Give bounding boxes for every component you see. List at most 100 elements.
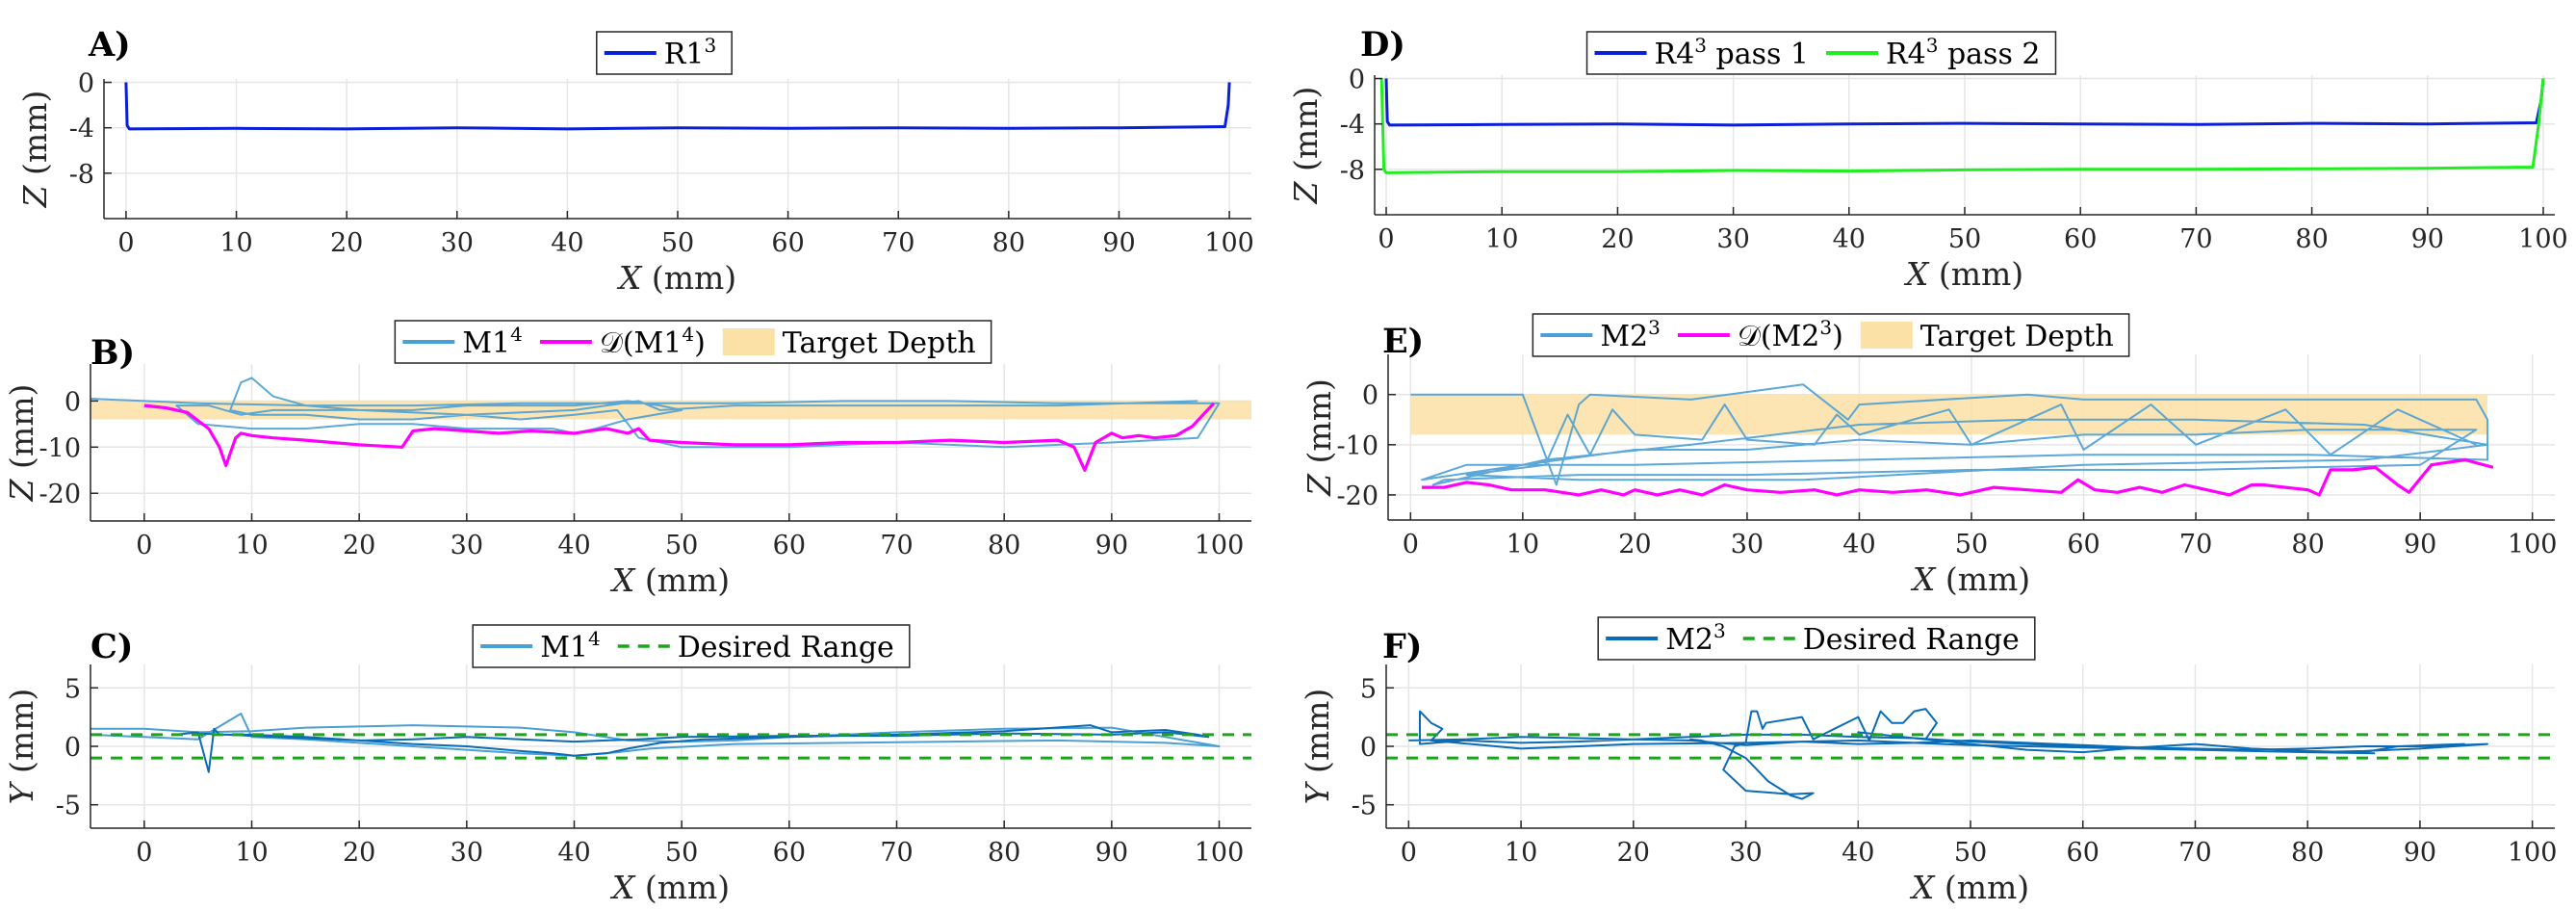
x-tick-label: 70 [2179,224,2212,254]
y-tick-label: 0 [1362,381,1378,411]
x-tick-label: 30 [1731,530,1764,560]
y-tick-label: 0 [78,69,94,99]
x-tick-label: 30 [1729,838,1762,868]
series-line [1408,710,2488,755]
y-tick-label: 0 [64,733,81,763]
y-tick-label: 5 [64,674,81,704]
x-tick-label: 40 [1842,530,1875,560]
x-tick-label: 90 [1095,838,1128,868]
x-tick-label: 60 [773,531,806,560]
legend-text: 𝒟(M2 [1738,320,1819,353]
plot-area [1379,78,2545,174]
x-tick-label: 10 [219,228,252,258]
x-tick-label: 50 [1955,530,1988,560]
x-tick-label: 90 [1102,228,1135,258]
legend-label: Target Depth [1920,320,2114,353]
x-axis-unit: (mm) [1934,869,2029,906]
x-tick-label: 60 [771,228,804,258]
legend-item: M23 [1606,619,1726,657]
panel-label: C) [90,627,133,666]
x-tick-label: 50 [665,838,698,868]
y-axis-unit: (mm) [1301,378,1338,474]
x-tick-label: 50 [1948,224,1981,254]
x-tick-label: 80 [988,531,1020,560]
legend-text: M1 [540,631,588,664]
x-tick-label: 80 [2295,224,2328,254]
x-tick-label: 100 [1204,228,1254,258]
y-tick-label: -8 [1340,156,1365,186]
legend-sup: 4 [510,323,523,346]
legend-sup: 3 [704,34,716,57]
x-axis-unit: (mm) [641,259,736,297]
legend-item: Desired Range [617,631,894,664]
legend-text: Desired Range [678,631,894,664]
y-tick-label: -5 [56,792,81,821]
x-tick-label: 30 [451,531,483,560]
x-tick-label: 50 [661,228,694,258]
legend-suffix: ) [1832,320,1843,353]
legend-label: R43 pass 2 [1886,34,2040,71]
x-tick-label: 10 [235,531,268,560]
x-tick-label: 50 [665,531,698,560]
y-tick-label: -10 [39,433,81,463]
x-tick-label: 70 [880,531,913,560]
x-tick-label: 0 [1403,530,1419,560]
series-line [1384,78,2545,127]
x-tick-label: 0 [1401,838,1417,868]
y-axis-unit: (mm) [1299,689,1336,784]
legend-item: R13 [604,34,716,71]
legend-sup: 3 [1819,316,1832,339]
legend-item: Target Depth [1860,320,2114,353]
legend-text: 𝒟(M1 [600,326,682,360]
x-tick-label: 0 [117,228,134,258]
y-tick-label: -4 [69,115,94,144]
x-tick-label: 90 [2411,224,2444,254]
panel-label: B) [90,333,135,373]
legend-suffix: ) [694,326,706,360]
x-tick-label: 70 [2178,838,2211,868]
legend-swatch [1860,322,1913,349]
legend-item: M14 [402,323,523,360]
legend-label: Desired Range [1803,623,2020,657]
x-tick-label: 10 [235,838,268,868]
legend: M23 Desired Range [1597,616,2036,661]
legend-text: Target Depth [1920,320,2114,353]
y-axis-symbol: Z [1301,473,1338,497]
y-axis-label: Z (mm) [3,384,40,503]
series-line [1689,708,2465,800]
legend: R43 pass 1 R43 pass 2 [1585,31,2057,75]
legend-box [1597,616,2036,661]
y-axis-label: Y (mm) [3,689,40,805]
y-tick-label: -8 [69,160,94,190]
x-tick-label: 40 [1842,838,1874,868]
legend: R13 [596,31,733,75]
x-axis-label: X (mm) [616,259,736,297]
x-tick-label: 90 [1095,531,1128,560]
x-tick-label: 70 [880,838,913,868]
x-tick-label: 60 [2067,530,2099,560]
y-tick-label: 0 [1349,65,1365,95]
panel-label: F) [1382,627,1422,666]
legend-sup: 4 [682,323,694,346]
x-axis-symbol: X [609,561,636,599]
legend-sup: 3 [1926,34,1939,57]
x-axis-symbol: X [1909,869,1936,906]
x-axis-symbol: X [1903,255,1930,293]
series-line [90,377,1221,449]
legend-label: M23 [1665,619,1726,657]
x-axis-symbol: X [616,259,643,297]
x-tick-label: 60 [773,838,806,868]
y-axis-symbol: Z [1287,180,1325,204]
y-axis-symbol: Z [3,478,40,502]
x-tick-label: 30 [451,838,483,868]
x-tick-label: 20 [1617,838,1650,868]
legend: M14 Desired Range [472,624,911,668]
plot-area [90,713,1251,773]
x-tick-label: 0 [136,838,152,868]
y-axis-symbol: Y [3,780,40,804]
